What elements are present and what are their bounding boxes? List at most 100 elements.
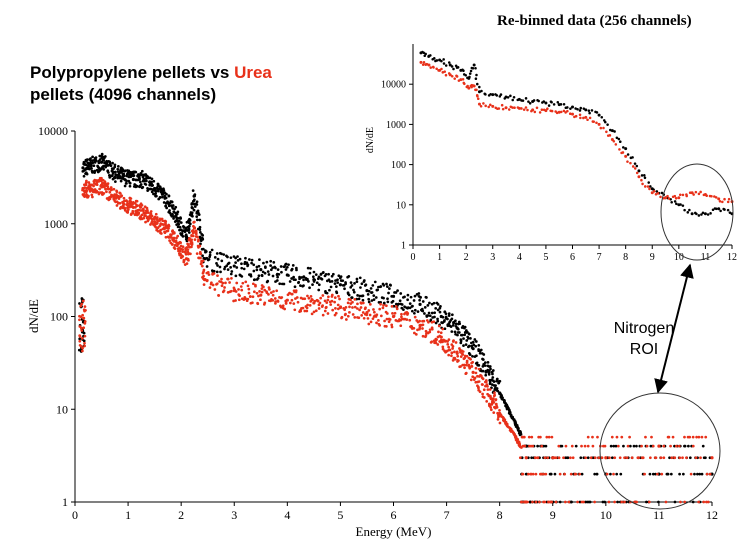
data-point: [351, 300, 354, 304]
data-point: [531, 472, 535, 476]
data-point: [453, 357, 457, 361]
data-point: [491, 369, 495, 372]
data-point: [327, 295, 330, 299]
data-point: [471, 375, 475, 379]
data-point: [290, 277, 293, 280]
data-point: [489, 406, 493, 409]
data-point: [104, 187, 107, 191]
data-point: [195, 252, 199, 255]
data-point: [131, 174, 135, 178]
data-point: [172, 231, 176, 234]
data-point: [230, 270, 234, 273]
data-point: [213, 255, 217, 259]
data-point: [309, 267, 312, 270]
data-point: [402, 308, 405, 312]
data-point: [208, 253, 212, 257]
data-point: [375, 313, 379, 317]
data-point: [608, 456, 611, 460]
data-point: [284, 302, 288, 305]
data-point: [490, 383, 494, 386]
data-point: [302, 284, 305, 287]
data-point: [492, 380, 496, 384]
data-point: [267, 273, 271, 276]
data-point: [701, 444, 705, 448]
data-point: [619, 140, 622, 143]
data-point: [593, 456, 597, 460]
data-point: [481, 377, 485, 381]
data-point: [654, 192, 658, 196]
data-point: [361, 294, 365, 298]
data-point: [703, 212, 707, 216]
data-point: [396, 289, 399, 292]
data-point: [447, 61, 451, 64]
data-point: [570, 500, 573, 504]
data-point: [246, 284, 250, 288]
data-point: [421, 334, 425, 338]
data-point: [224, 281, 227, 285]
data-point: [220, 259, 224, 263]
data-point: [145, 179, 148, 183]
data-point: [390, 305, 394, 308]
data-point: [193, 198, 196, 202]
data-point: [483, 361, 487, 364]
data-point: [202, 283, 206, 286]
data-point: [185, 239, 189, 243]
data-point: [263, 271, 267, 275]
data-point: [122, 174, 126, 178]
data-point: [491, 376, 495, 379]
data-point: [152, 192, 155, 196]
data-point: [113, 165, 117, 169]
data-point: [196, 235, 199, 239]
data-point: [272, 290, 275, 293]
data-point: [695, 435, 698, 439]
data-point: [619, 472, 623, 476]
data-point: [509, 94, 512, 98]
data-point: [349, 298, 352, 302]
data-point: [467, 337, 470, 340]
data-point: [139, 205, 142, 209]
data-point: [458, 322, 462, 326]
data-point: [643, 174, 646, 177]
data-point: [600, 456, 604, 460]
data-point: [487, 105, 490, 109]
data-point: [419, 295, 422, 299]
y-tick-label: 1000: [386, 120, 406, 131]
title-line-1: Polypropylene pellets vs Urea: [30, 62, 350, 84]
data-point: [491, 397, 495, 400]
data-point: [648, 472, 652, 476]
data-point: [456, 66, 460, 69]
y-tick-label: 100: [391, 160, 406, 171]
data-point: [554, 456, 558, 460]
data-point: [100, 185, 104, 189]
data-point: [351, 313, 355, 316]
data-point: [629, 161, 632, 165]
data-point: [413, 311, 416, 315]
data-point: [115, 204, 119, 207]
data-point: [324, 272, 328, 276]
data-point: [163, 194, 167, 198]
data-point: [450, 65, 454, 68]
data-point: [584, 108, 588, 112]
data-point: [704, 435, 708, 439]
data-point: [387, 320, 391, 324]
data-point: [539, 472, 543, 476]
data-point: [468, 75, 471, 79]
data-point: [542, 100, 546, 103]
data-point: [118, 201, 122, 205]
data-point: [474, 344, 478, 348]
data-point: [232, 264, 236, 268]
data-point: [473, 338, 477, 341]
data-point: [154, 192, 157, 195]
data-point: [112, 187, 116, 191]
data-point: [444, 73, 448, 77]
data-point: [706, 213, 710, 216]
data-point: [215, 282, 219, 286]
data-point: [290, 267, 294, 271]
data-point: [137, 178, 141, 181]
data-point: [562, 102, 566, 106]
data-point: [424, 52, 427, 56]
data-point: [459, 355, 463, 358]
data-point: [386, 297, 389, 301]
data-point: [640, 444, 643, 448]
data-point: [330, 295, 334, 298]
